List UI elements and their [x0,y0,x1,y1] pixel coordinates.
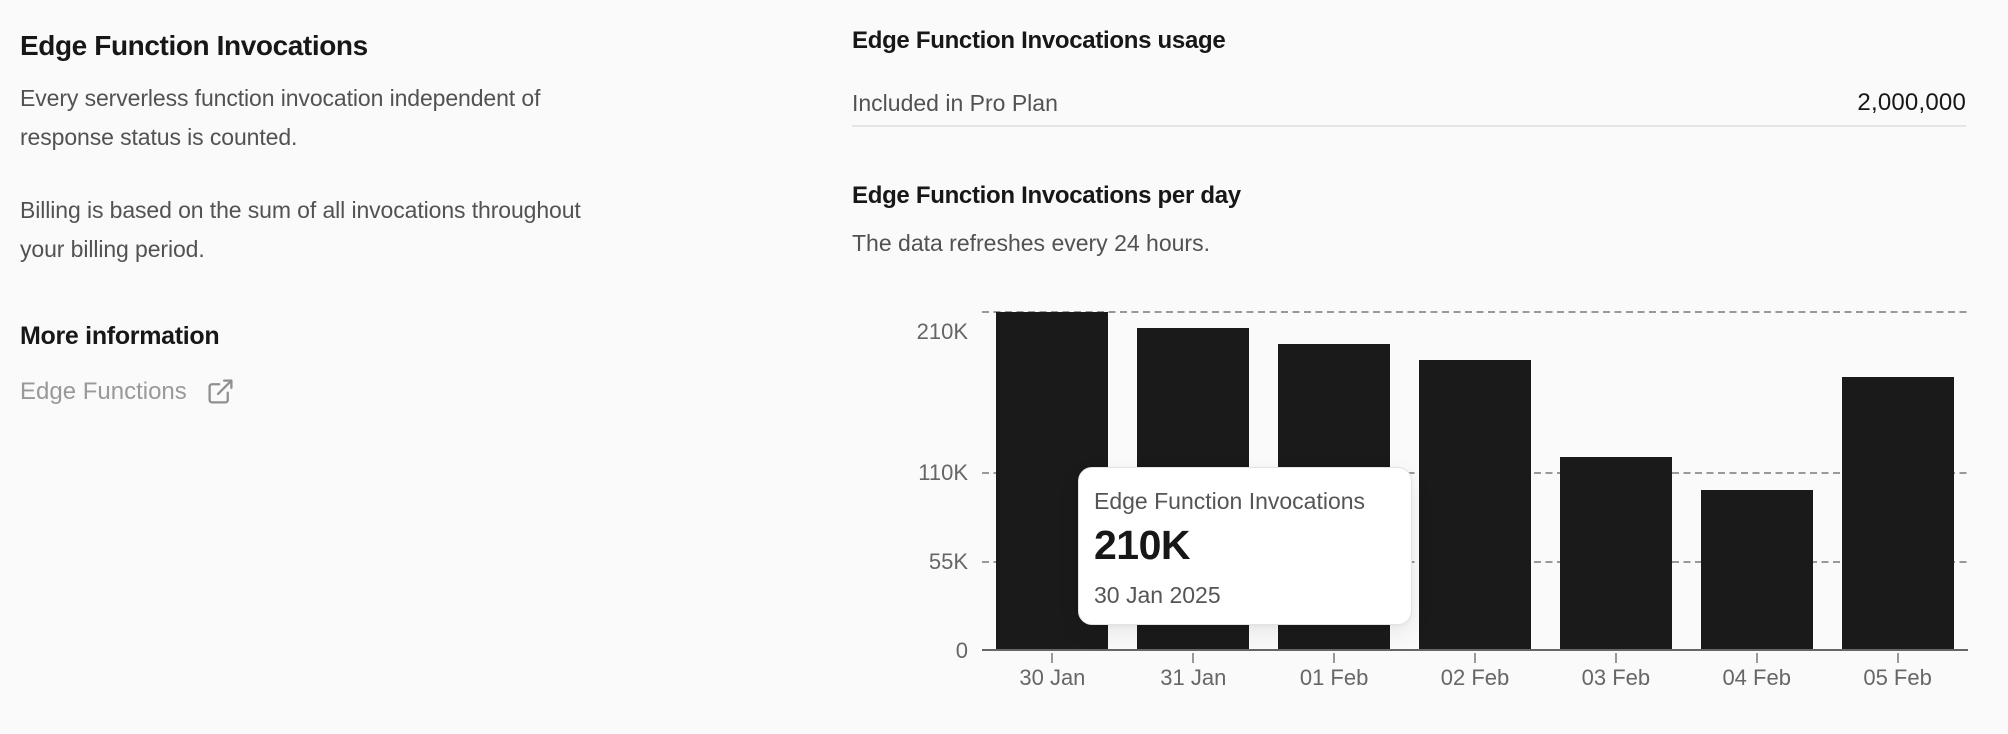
usage-title: Edge Function Invocations usage [852,27,1226,54]
bar-chart: Edge Function Invocations 210K 30 Jan 20… [852,290,1968,734]
more-information-heading: More information [20,322,220,350]
x-axis-label: 31 Jan [1160,665,1227,690]
edge-functions-link-label: Edge Functions [20,377,187,405]
x-axis-tick [1896,653,1899,663]
y-axis-label: 210K [916,319,968,344]
x-axis-line [982,649,1968,651]
external-link-icon [208,379,233,404]
y-axis-label: 110K [918,460,968,486]
page-title: Edge Function Invocations [20,30,368,61]
x-axis-tick [1755,653,1758,663]
description-paragraph: Billing is based on the sum of all invoc… [20,191,581,269]
x-axis-label: 03 Feb [1581,665,1651,690]
bar[interactable] [1559,457,1672,651]
tooltip-date: 30 Jan 2025 [1094,582,1221,608]
gridline [982,311,1968,313]
description-line: Every serverless function invocation ind… [20,85,541,111]
bar[interactable] [1700,489,1813,651]
tooltip-value: 210K [1094,522,1191,568]
description-line: response status is counted. [20,124,298,150]
x-axis-label: 02 Feb [1440,665,1510,690]
edge-functions-link[interactable]: Edge Functions [20,377,235,406]
description-line: Billing is based on the sum of all invoc… [20,197,581,223]
bar[interactable] [1841,376,1954,651]
x-axis-tick [1614,653,1617,663]
description-line: your billing period. [20,236,205,262]
y-axis-label: 0 [955,638,968,663]
chart-title: Edge Function Invocations per day [852,182,1241,209]
y-axis-label: 55K [928,549,968,575]
x-axis-tick [1051,653,1054,663]
included-value: 2,000,000 [1857,89,1966,116]
chart-subtitle: The data refreshes every 24 hours. [852,230,1210,256]
x-axis-tick [1333,653,1336,663]
x-axis-label: 30 Jan [1019,665,1086,690]
x-axis-tick [1192,653,1195,663]
x-axis-label: 01 Feb [1299,665,1369,690]
x-axis-label: 04 Feb [1722,665,1791,690]
x-axis-label: 05 Feb [1863,665,1932,690]
tooltip-title: Edge Function Invocations [1094,488,1366,514]
divider [852,125,1966,127]
included-in-plan-row: Included in Pro Plan 2,000,000 [852,88,1966,118]
chart-tooltip: Edge Function Invocations 210K 30 Jan 20… [1078,467,1412,625]
x-axis-tick [1474,653,1476,663]
included-label: Included in Pro Plan [852,89,1058,116]
bar[interactable] [1419,360,1531,651]
description-paragraph: Every serverless function invocation ind… [20,79,540,157]
